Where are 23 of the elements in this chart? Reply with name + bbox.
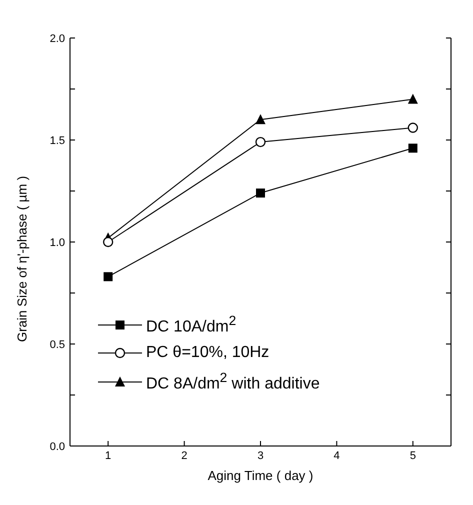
x-tick-label: 3 [257, 450, 264, 462]
point [104, 272, 113, 282]
y-tick-label: 0.5 [50, 338, 65, 351]
x-axis-title: Aging Time ( day ) [208, 468, 314, 483]
point [256, 188, 265, 198]
legend-label: DC 10A/dm$^{2}$ [146, 313, 236, 336]
point [408, 94, 418, 104]
legend-label: PC θ=10%, 10Hz [146, 344, 270, 362]
y-tick-label: 0.0 [50, 440, 65, 453]
x-tick-label: 5 [410, 450, 416, 462]
x-tick-label: 2 [181, 450, 188, 462]
x-tick-label: 1 [105, 450, 112, 462]
point [408, 144, 418, 153]
point [256, 114, 266, 124]
point [103, 236, 114, 248]
y-tick-label: 1.0 [50, 236, 65, 249]
point [408, 122, 418, 133]
legend-label: DC 8A/dm$^{2}$ with additive [146, 370, 320, 394]
y-tick-label: 2.0 [50, 32, 65, 45]
y-tick-label: 1.5 [50, 134, 65, 147]
y-axis-title: Grain Size of η'-phase ( µm ) [14, 176, 30, 342]
point [255, 136, 266, 148]
x-tick-label: 4 [334, 450, 340, 462]
